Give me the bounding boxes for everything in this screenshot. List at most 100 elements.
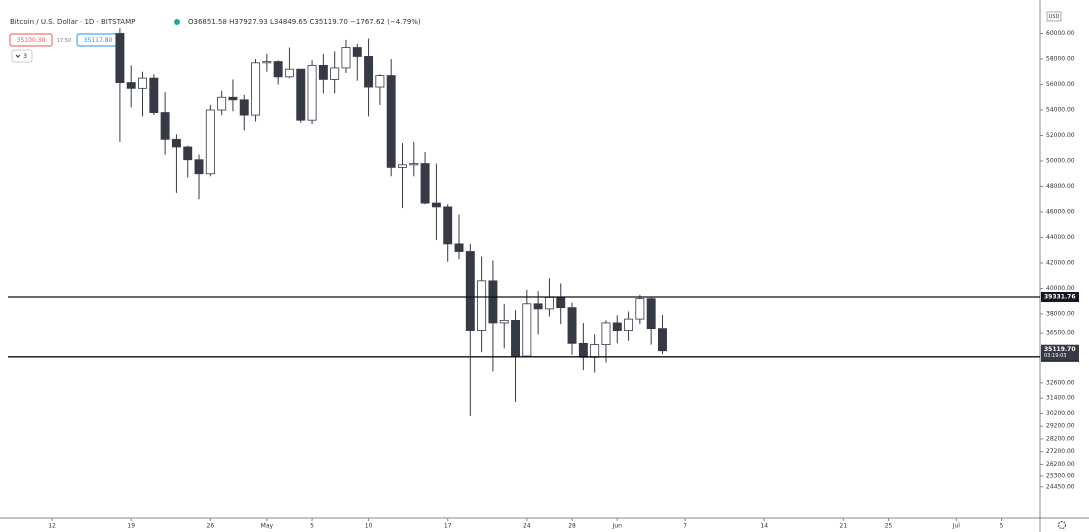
collapse-button[interactable]: 3 <box>11 49 33 63</box>
y-tick-label: 38000.00 <box>1046 311 1075 318</box>
candle-body <box>454 243 464 252</box>
candle-body <box>115 33 125 83</box>
candle-body <box>194 159 204 175</box>
x-tick-label: 12 <box>48 523 56 530</box>
candle-body <box>318 64 328 80</box>
candle-body <box>522 303 532 357</box>
candle-body <box>205 109 215 175</box>
y-tick-label: 36500.00 <box>1046 330 1075 337</box>
x-tick-label: 28 <box>568 523 576 530</box>
x-tick-label: Jul <box>952 523 961 530</box>
candle-body <box>578 342 588 358</box>
sell-price[interactable]: 35100.30 <box>17 37 46 44</box>
x-tick-label: May <box>261 523 274 530</box>
y-tick-label: 50000.00 <box>1046 158 1075 165</box>
y-tick-label: 32600.00 <box>1046 379 1075 386</box>
x-tick-label: 7 <box>683 523 687 530</box>
candle-body <box>375 75 385 88</box>
candle-body <box>635 298 645 320</box>
candle-body <box>171 138 181 148</box>
settings-button[interactable] <box>1057 520 1067 530</box>
y-tick-label: 24450.00 <box>1046 483 1075 490</box>
sell-box[interactable] <box>9 33 53 47</box>
candle-body <box>499 319 509 324</box>
spread: 17.50 <box>57 38 71 44</box>
candle-body <box>183 146 193 161</box>
candle-body <box>431 202 441 208</box>
candle-body <box>567 307 577 344</box>
candle-body <box>533 303 543 310</box>
x-tick-label: 5 <box>310 523 314 530</box>
candle-body <box>657 328 667 352</box>
x-tick-label: 25 <box>885 523 893 530</box>
y-tick-label: 52000.00 <box>1046 132 1075 139</box>
y-tick-label: 26200.00 <box>1046 461 1075 468</box>
candle-body <box>352 47 362 57</box>
candle-body <box>590 344 600 358</box>
x-tick-label: 21 <box>840 523 848 530</box>
candle-body <box>251 62 261 116</box>
y-tick-label: 40000.00 <box>1046 285 1075 292</box>
candle-body <box>477 280 487 331</box>
candle-body <box>341 47 351 69</box>
candle-body <box>284 68 294 78</box>
y-tick-label: 60000.00 <box>1046 30 1075 37</box>
candle-body <box>149 77 159 113</box>
gear-icon[interactable] <box>1057 520 1067 530</box>
x-tick-label: 19 <box>127 523 135 530</box>
market-status <box>174 19 180 25</box>
x-tick-label: 26 <box>207 523 215 530</box>
candle-body <box>601 322 611 345</box>
last-price-label: 35119.70 <box>1044 346 1076 353</box>
y-tick-label: 58000.00 <box>1046 56 1075 63</box>
candle-body <box>398 164 407 168</box>
currency-badge[interactable] <box>1046 11 1062 22</box>
candle-body <box>330 67 340 80</box>
buy-button[interactable]: 35117.80 <box>76 33 120 47</box>
bar-countdown: 03:19:03 <box>1044 353 1066 359</box>
candle-body <box>511 319 520 357</box>
candle-body <box>296 68 306 121</box>
x-tick-label: 5 <box>1000 523 1004 530</box>
candle-body <box>646 298 656 330</box>
candle-body <box>612 322 622 331</box>
y-tick-label: 54000.00 <box>1046 107 1075 114</box>
y-tick-label: 46000.00 <box>1046 209 1075 216</box>
candle-body <box>217 96 227 111</box>
y-tick-label: 42000.00 <box>1046 260 1075 267</box>
y-tick-label: 28200.00 <box>1046 435 1075 442</box>
x-tick-label: 24 <box>523 523 531 530</box>
candle-body <box>364 56 374 88</box>
candle-body <box>160 112 170 140</box>
candle-body <box>488 280 498 324</box>
candle-body <box>126 82 136 89</box>
candle-body <box>420 163 430 204</box>
ohlc-legend: O36851.58 H37927.93 L34849.65 C35119.70 … <box>188 18 421 26</box>
y-tick-label: 44000.00 <box>1046 234 1075 241</box>
y-tick-label: 25300.00 <box>1046 472 1075 479</box>
chevron-icon[interactable] <box>15 54 21 58</box>
candle-body <box>556 297 566 309</box>
candle-body <box>443 206 453 245</box>
candle-body <box>465 251 475 331</box>
y-tick-label: 27200.00 <box>1046 448 1075 455</box>
currency-label: USD <box>1049 14 1060 20</box>
collapse-box[interactable] <box>11 49 33 63</box>
y-tick-label: 30200.00 <box>1046 410 1075 417</box>
candle-body <box>409 163 419 166</box>
candle-body <box>544 297 554 310</box>
x-tick-label: 14 <box>760 523 768 530</box>
candle-body <box>239 99 249 116</box>
candle-body <box>307 64 317 121</box>
sell-button[interactable]: 35100.30 <box>9 33 53 47</box>
y-tick-label: 31400.00 <box>1046 395 1075 402</box>
y-tick-label: 56000.00 <box>1046 81 1075 88</box>
y-tick-label: 48000.00 <box>1046 183 1075 190</box>
y-tick-label: 29200.00 <box>1046 423 1075 430</box>
candle-body <box>386 75 396 168</box>
indicator-count[interactable]: 3 <box>23 53 27 60</box>
buy-price[interactable]: 35117.80 <box>84 37 113 44</box>
candle-body <box>273 61 283 78</box>
